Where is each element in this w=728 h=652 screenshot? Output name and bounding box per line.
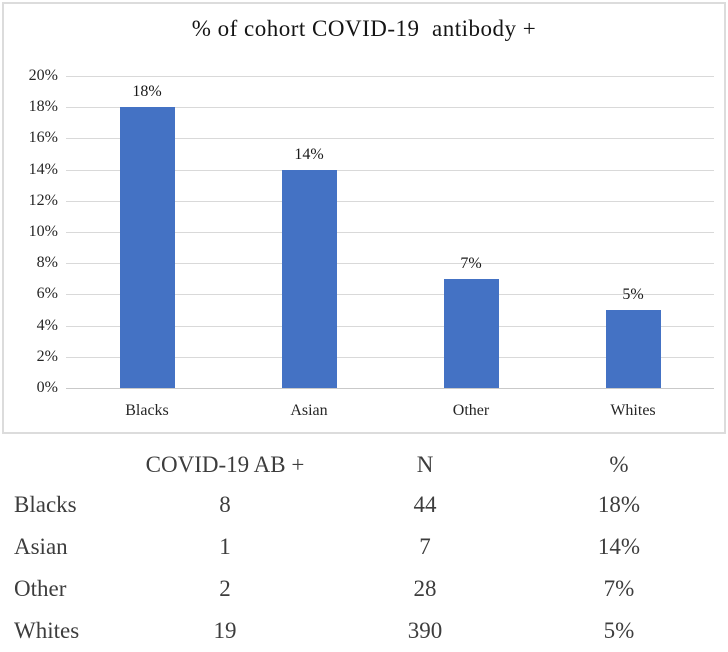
bar-blacks	[119, 107, 175, 388]
y-tick-label-0%: 0%	[36, 379, 58, 396]
bar-slot-whites: 5%	[552, 76, 714, 388]
bar-other	[443, 279, 499, 388]
plot-area: 18% 14% 7% 5%	[66, 76, 714, 389]
cell-covid-19-ab-: 19	[213, 618, 237, 643]
cell--: 5%	[603, 618, 635, 643]
y-tick-label-6%: 6%	[36, 285, 58, 303]
gridline-4%	[66, 326, 714, 327]
gridline-18%	[66, 107, 714, 108]
bar-value-label-whites: 5%	[622, 286, 644, 303]
cell-n: 28	[413, 576, 437, 601]
table-row-other: Other 2 28 7%	[0, 568, 728, 610]
bar-value-label-other: 7%	[460, 255, 482, 272]
table-row-blacks: Blacks 8 44 18%	[0, 484, 728, 526]
gridline-8%	[66, 263, 714, 264]
cell--: 18%	[597, 492, 641, 517]
cell-covid-19-ab-: 2	[219, 576, 231, 601]
chart-title: % of cohort COVID-19 antibody +	[191, 16, 537, 41]
x-axis-label-asian: Asian	[290, 402, 328, 419]
x-axis-label-other: Other	[452, 402, 490, 419]
x-axis-category-labels: Blacks Asian Other Whites	[66, 402, 714, 420]
cell-n: 390	[407, 618, 443, 643]
cell-n: 7	[419, 534, 431, 559]
gridline-12%	[66, 201, 714, 202]
table-header--: %	[609, 452, 629, 477]
cell-covid-19-ab-: 1	[219, 534, 231, 559]
gridline-14%	[66, 170, 714, 171]
x-axis-label-blacks: Blacks	[125, 402, 169, 419]
table-header-row: COVID-19 AB + N%	[0, 446, 728, 484]
bar-slot-asian: 14%	[228, 76, 390, 388]
y-tick-label-16%: 16%	[28, 129, 58, 147]
cell--: 14%	[597, 534, 641, 559]
gridline-20%	[66, 76, 714, 77]
y-tick-label-12%: 12%	[28, 191, 58, 209]
gridline-16%	[66, 138, 714, 139]
y-tick-label-4%: 4%	[36, 316, 58, 334]
y-tick-label-14%: 14%	[28, 160, 58, 178]
row-label: Asian	[14, 534, 68, 559]
bar-slot-other: 7%	[390, 76, 552, 388]
table-header-covid-19-ab-: COVID-19 AB +	[145, 452, 305, 477]
gridline-10%	[66, 232, 714, 233]
table-row-whites: Whites 19 390 5%	[0, 610, 728, 652]
gridline-6%	[66, 294, 714, 295]
bar-value-label-asian: 14%	[294, 146, 324, 163]
bar-slot-blacks: 18%	[66, 76, 228, 388]
bar-whites	[605, 310, 661, 388]
cell-covid-19-ab-: 8	[219, 492, 231, 517]
y-tick-label-10%: 10%	[28, 223, 58, 240]
y-tick-label-2%: 2%	[36, 347, 58, 365]
data-table: COVID-19 AB + N% Blacks 8 44 18% Asian 1 7 14% Oth…	[0, 446, 728, 652]
table-header-empty	[0, 446, 110, 484]
bar-chart: % of cohort COVID-19 antibody + 20% 18% 16…	[2, 2, 726, 434]
bar-series: 18% 14% 7% 5%	[66, 76, 714, 388]
y-tick-label-8%: 8%	[36, 254, 58, 272]
gridline-2%	[66, 357, 714, 358]
row-label: Other	[14, 576, 67, 601]
cell--: 7%	[603, 576, 635, 601]
row-label: Whites	[14, 618, 80, 643]
cell-n: 44	[413, 492, 437, 517]
y-tick-label-20%: 20%	[28, 67, 58, 84]
table-header-n: N	[416, 452, 434, 477]
y-tick-label-18%: 18%	[28, 98, 58, 116]
row-label: Blacks	[14, 492, 77, 517]
x-axis-label-whites: Whites	[610, 402, 656, 419]
table-row-asian: Asian 1 7 14%	[0, 526, 728, 568]
x-axis-line	[66, 388, 714, 389]
bar-asian	[281, 170, 337, 388]
bar-value-label-blacks: 18%	[132, 83, 162, 100]
